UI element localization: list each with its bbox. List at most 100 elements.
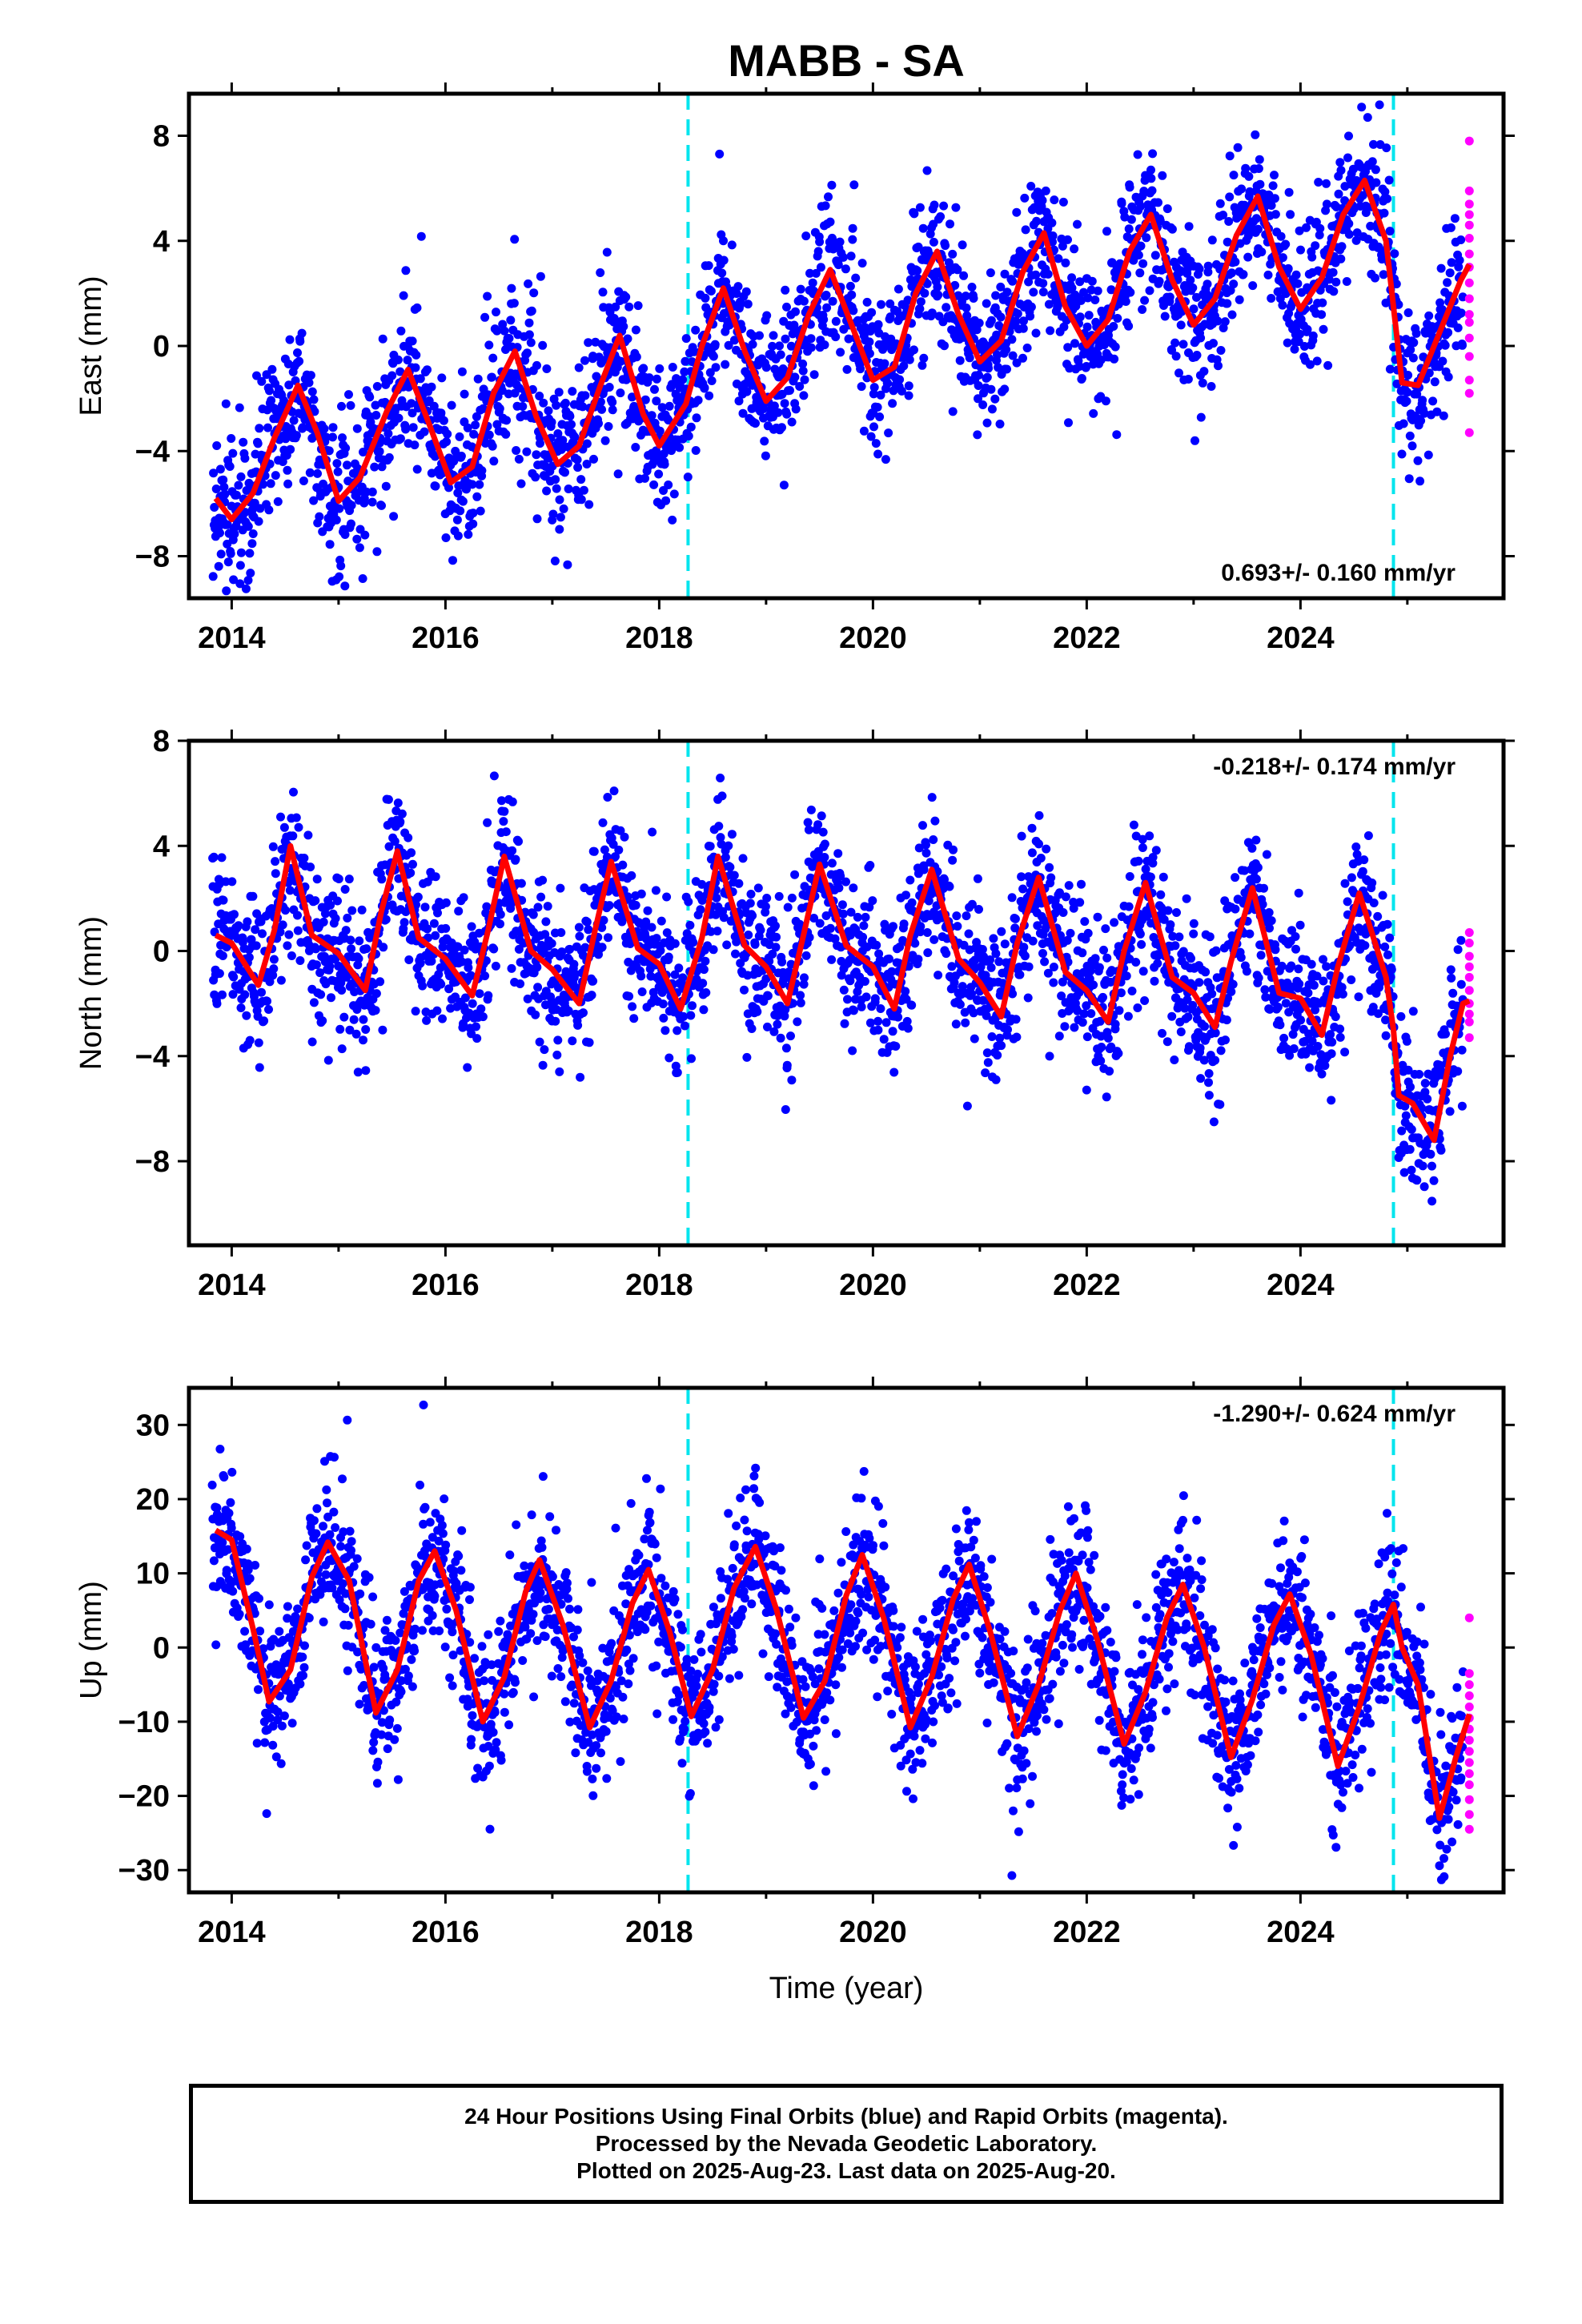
east-point [822,303,832,312]
north-point [706,927,716,936]
north-point [836,871,845,881]
east-point [526,338,536,348]
east-point [831,332,841,342]
east-point [684,432,693,440]
north-point [889,922,897,931]
north-point [319,917,328,927]
east-point [589,454,598,464]
east-point [1106,285,1116,295]
east-point [1295,226,1304,235]
east-point [1358,191,1367,200]
north-point [264,1005,273,1014]
east-point [744,374,753,384]
north-point [453,942,463,951]
north-point [1010,914,1020,923]
north-point [1251,875,1261,884]
east-point [527,306,536,316]
east-point [1424,368,1434,378]
east-point [1084,311,1094,320]
east-point [867,308,877,317]
north-point [932,901,942,911]
east-point [542,364,552,373]
east-point [602,247,612,257]
east-point [982,372,992,382]
east-point [297,328,307,338]
east-point [1070,244,1079,254]
north-point [1163,906,1173,915]
east-point [883,379,893,388]
north-point [556,928,566,937]
north-point [1204,1078,1213,1088]
east-point [471,420,480,430]
north-point [390,837,400,846]
east-point [1109,322,1118,331]
north-point [259,1016,269,1026]
east-point [965,353,974,363]
east-point [1196,333,1206,343]
north-point [746,890,756,899]
east-point [420,427,429,436]
north-point [907,1000,917,1010]
east-point [396,367,405,376]
north-point [215,969,224,979]
north-point [1319,976,1328,986]
east-point [1270,171,1279,180]
east-point [598,287,608,297]
north-point [1195,978,1204,987]
north-point [574,923,584,932]
east-point [456,506,465,516]
east-point [824,192,833,202]
north-point [347,944,356,954]
east-point [596,268,605,277]
east-point [828,296,837,306]
north-point [541,917,551,927]
north-point [540,1045,549,1055]
east-point [1138,259,1148,268]
east-point [555,525,564,534]
east-rapid-point [1464,278,1474,287]
north-point [347,906,357,915]
east-point [1295,329,1305,339]
north-point [769,1027,779,1036]
east-point [846,251,856,261]
east-point [727,240,737,250]
north-point [420,903,430,912]
north-point [614,845,624,854]
east-point [1290,344,1299,354]
east-point [1363,113,1372,123]
north-point [860,977,869,986]
east-point [1251,130,1260,139]
east-point [869,383,879,392]
east-point [1000,269,1010,279]
east-rapid-point [1464,249,1474,259]
east-point [1291,270,1301,279]
north-point [716,833,725,842]
north-point [331,914,340,923]
east-point [340,530,350,539]
east-point [220,489,230,499]
east-point [881,455,890,464]
north-point [554,983,563,992]
north-point [357,905,367,915]
north-point [268,842,278,851]
east-point [1318,298,1327,308]
east-point [1075,312,1085,322]
east-point [1054,254,1063,263]
north-point [688,1001,697,1011]
north-point [712,893,721,903]
north-point [359,1015,368,1024]
east-point [929,237,938,247]
north-point [333,896,342,906]
north-point [316,990,326,999]
north-point [753,1007,762,1016]
north-point [840,1019,849,1028]
east-point [383,429,393,438]
east-point [1446,223,1456,232]
east-point [732,289,741,298]
north-point [865,861,875,870]
east-point [995,420,1005,428]
north-point [1291,932,1300,941]
north-point [756,925,765,935]
north-point [337,986,347,995]
